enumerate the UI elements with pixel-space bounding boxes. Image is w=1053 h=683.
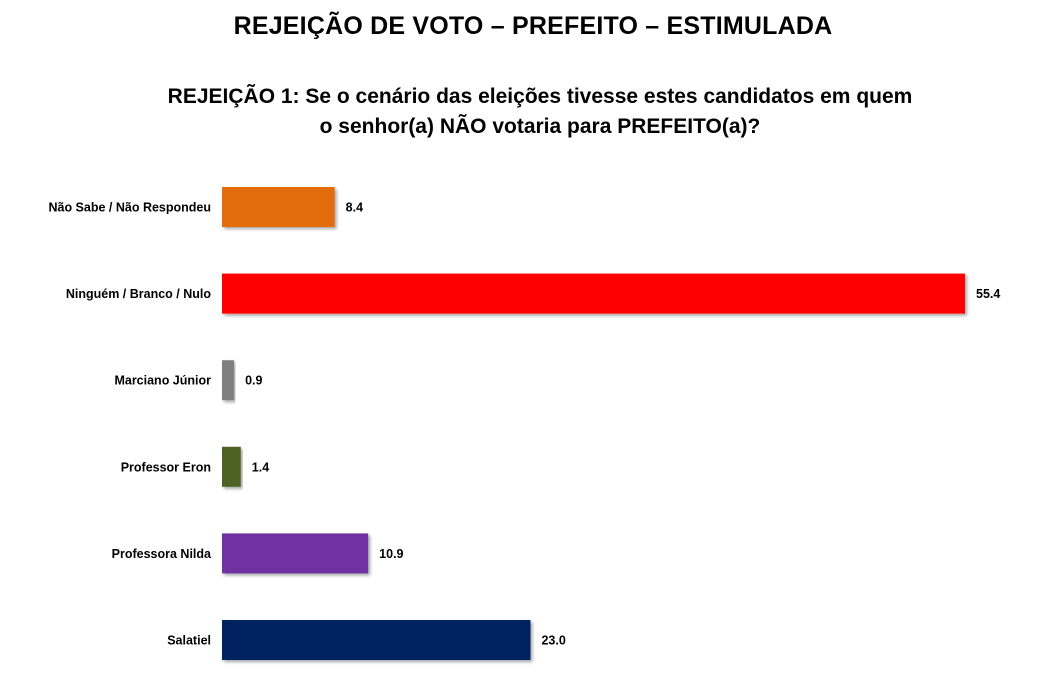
chart-subtitle: REJEIÇÃO 1: Se o cenário das eleições ti… — [100, 82, 980, 142]
bar-salatiel — [222, 620, 531, 660]
category-label-ninguem-branco-nulo: Ninguém / Branco / Nulo — [66, 287, 212, 301]
bars-group: Não Sabe / Não Respondeu 8.4 Ninguém / Bra… — [48, 187, 1000, 660]
bar-professor-eron — [222, 446, 241, 487]
category-label-salatiel: Salatiel — [167, 634, 211, 648]
value-label-ninguem-branco-nulo: 55.4 — [976, 287, 1000, 301]
chart-title: REJEIÇÃO DE VOTO – PREFEITO – ESTIMULADA — [233, 12, 833, 40]
category-label-nao-sabe-nao-respondeu: Não Sabe / Não Respondeu — [48, 201, 211, 215]
category-label-professor-eron: Professor Eron — [121, 460, 211, 474]
category-label-marciano-junior: Marciano Júnior — [114, 374, 211, 388]
bar-marciano-junior — [222, 360, 235, 401]
category-label-professora-nilda: Professora Nilda — [112, 547, 212, 561]
subtitle-line-1: REJEIÇÃO 1: Se o cenário das eleições ti… — [167, 85, 913, 108]
bar-ninguem-branco-nulo — [222, 273, 965, 314]
value-label-marciano-junior: 0.9 — [245, 374, 262, 388]
value-label-salatiel: 23.0 — [541, 634, 565, 648]
subtitle-line-2: o senhor(a) NÃO votaria para PREFEITO(a)… — [319, 115, 761, 138]
bar-nao-sabe-nao-respondeu — [222, 187, 335, 227]
value-label-nao-sabe-nao-respondeu: 8.4 — [346, 201, 363, 215]
value-label-professor-eron: 1.4 — [252, 460, 269, 474]
value-label-professora-nilda: 10.9 — [379, 547, 403, 561]
bar-professora-nilda — [222, 533, 369, 574]
